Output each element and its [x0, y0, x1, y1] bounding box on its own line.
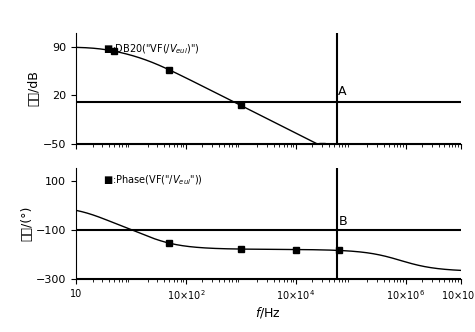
Text: A: A — [338, 85, 347, 98]
Text: $\blacksquare$:DB20("VF(/$\mathit{V}_{eul}$)"): $\blacksquare$:DB20("VF(/$\mathit{V}_{eu… — [103, 42, 200, 56]
Text: $\blacksquare$:Phase(VF("/$\mathit{V}_{eul}$")): $\blacksquare$:Phase(VF("/$\mathit{V}_{e… — [103, 174, 203, 187]
Y-axis label: 相位/(°): 相位/(°) — [20, 206, 33, 241]
Text: B: B — [338, 215, 347, 228]
X-axis label: $\mathit{f}$/Hz: $\mathit{f}$/Hz — [256, 305, 281, 320]
Y-axis label: 增益/dB: 增益/dB — [27, 71, 40, 107]
